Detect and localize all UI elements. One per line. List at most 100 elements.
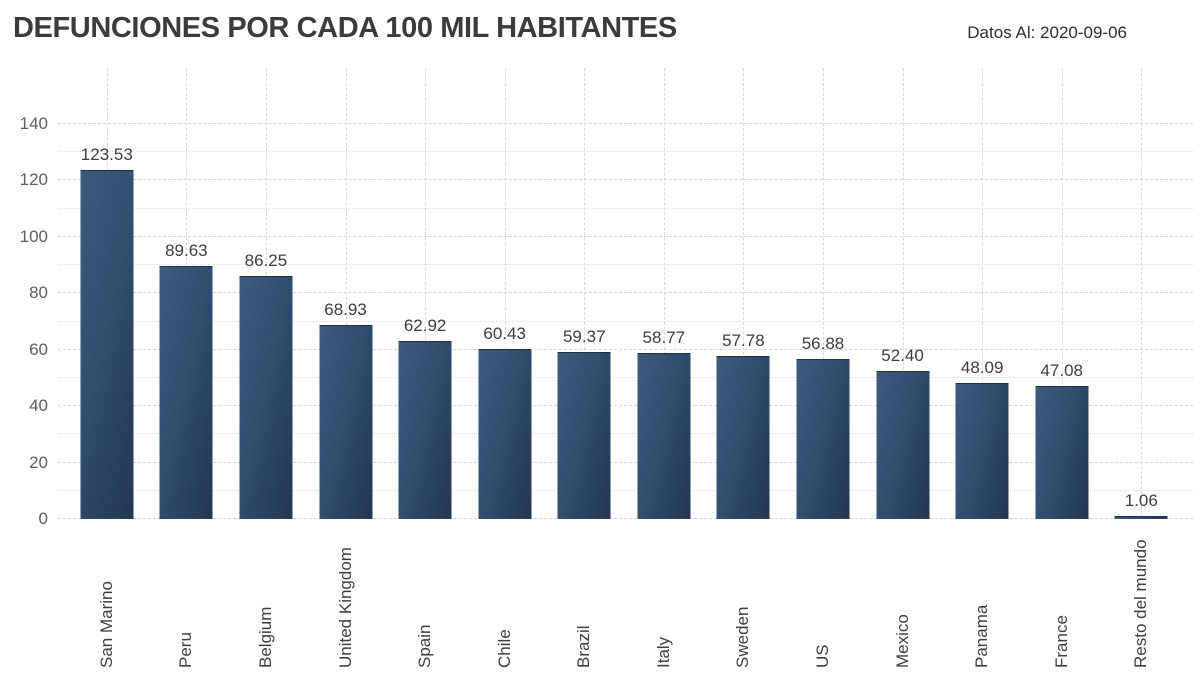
- gridline-horizontal-major: [58, 179, 1193, 181]
- x-axis: San Marino Peru Belgium United Kingdom Spain…: [67, 527, 1181, 668]
- bar-value-label: 62.92: [403, 316, 447, 336]
- x-axis-label-cell: Panama: [942, 527, 1022, 668]
- bar-france[interactable]: [1035, 386, 1089, 519]
- bar-value-label: 89.63: [165, 241, 208, 261]
- bar-column: 47.08: [1022, 68, 1102, 519]
- gridline-horizontal-minor: [58, 207, 1193, 209]
- bar-column: 62.92: [385, 68, 465, 519]
- gridline-horizontal-minor: [58, 433, 1193, 435]
- bar-us[interactable]: [796, 358, 850, 519]
- gridline-horizontal-minor: [58, 320, 1193, 322]
- x-axis-label: Mexico: [892, 614, 912, 668]
- gridline-horizontal-major: [58, 123, 1193, 124]
- bar-value-label: 60.43: [483, 323, 526, 343]
- y-axis-tick-label: 100: [19, 226, 48, 246]
- gridline-vertical: [822, 68, 824, 519]
- x-axis-label: Chile: [494, 629, 514, 668]
- bar-peru[interactable]: [159, 266, 213, 519]
- bar-value-label: 57.78: [722, 330, 765, 350]
- gridline-vertical: [425, 68, 427, 519]
- bar-italy[interactable]: [637, 353, 691, 519]
- y-axis-tick-label: 140: [19, 114, 48, 133]
- gridline-vertical: [345, 68, 347, 519]
- bar-value-label: 59.37: [562, 326, 606, 346]
- gridline-vertical: [1061, 68, 1063, 519]
- x-axis-label: Belgium: [255, 606, 275, 668]
- bar-column: 56.88: [783, 68, 863, 519]
- gridline-vertical: [743, 68, 745, 519]
- y-axis-tick-label: 80: [29, 283, 48, 303]
- x-axis-label-cell: Italy: [624, 527, 704, 668]
- y-axis-tick-label: 120: [19, 170, 48, 190]
- gridline-vertical: [663, 68, 665, 519]
- bar-value-label: 58.77: [642, 328, 686, 348]
- x-axis-label: Peru: [176, 632, 196, 668]
- x-axis-label-cell: Mexico: [863, 527, 943, 668]
- bar-column: 60.43: [465, 68, 545, 519]
- bar-value-label: 48.09: [960, 358, 1004, 378]
- y-axis-tick-label: 0: [38, 509, 48, 528]
- gridline-horizontal-minor: [58, 264, 1193, 266]
- bar-value-label: 86.25: [244, 250, 288, 270]
- x-axis-label-cell: Spain: [385, 527, 465, 668]
- bar-value-label: 56.88: [801, 333, 845, 353]
- gridline-horizontal-minor: [58, 151, 1193, 153]
- x-axis-label: Sweden: [733, 606, 753, 668]
- x-axis-label-cell: US: [783, 527, 863, 668]
- bar-belgium[interactable]: [239, 275, 293, 519]
- x-axis-label-cell: Belgium: [226, 527, 306, 668]
- gridline-horizontal-major: [58, 292, 1193, 294]
- x-axis-label: Panama: [972, 604, 992, 668]
- gridline-horizontal-major: [58, 518, 1193, 519]
- x-axis-label-cell: Peru: [147, 527, 227, 668]
- gridline-horizontal-major: [58, 348, 1193, 350]
- x-axis-label: San Marino: [96, 581, 116, 668]
- bar-mexico[interactable]: [876, 371, 930, 519]
- gridline-vertical: [902, 68, 904, 519]
- gridline-horizontal-minor: [58, 376, 1193, 378]
- gridline-horizontal-minor: [58, 489, 1193, 491]
- bar-brazil[interactable]: [557, 351, 611, 519]
- bar-column: 57.78: [704, 68, 784, 519]
- y-axis-tick-label: 20: [29, 452, 48, 472]
- bar-resto-del-mundo[interactable]: [1114, 516, 1168, 519]
- x-axis-label: Brazil: [574, 625, 594, 668]
- bar-column: 59.37: [544, 68, 624, 519]
- gridline-horizontal-major: [58, 461, 1193, 463]
- bar-chile[interactable]: [478, 348, 532, 519]
- bar-sweden[interactable]: [716, 355, 770, 519]
- bar-san-marino[interactable]: [80, 170, 134, 519]
- gridline-horizontal-major: [58, 235, 1193, 237]
- bar-column: 86.25: [226, 68, 306, 519]
- gridline-vertical: [584, 68, 586, 519]
- bar-spain[interactable]: [398, 341, 452, 519]
- bar-panama[interactable]: [955, 383, 1009, 519]
- gridline-vertical: [1141, 68, 1143, 519]
- x-axis-label-cell: France: [1022, 527, 1102, 668]
- bar-column: 89.63: [147, 68, 227, 519]
- x-axis-label-cell: Chile: [465, 527, 545, 668]
- bar-column: 58.77: [624, 68, 704, 519]
- chart-title: DEFUNCIONES POR CADA 100 MIL HABITANTES: [13, 12, 677, 44]
- x-axis-label-cell: Sweden: [704, 527, 784, 668]
- bar-chart-plot-area: 123.53 89.63 86.25 68.93 62.92 60.43 59.37 58.7…: [67, 68, 1181, 519]
- bar-value-label: 1.06: [1124, 491, 1158, 511]
- bar-column: 68.93: [306, 68, 386, 519]
- y-axis-tick-label: 40: [29, 396, 48, 416]
- bar-value-label: 68.93: [324, 299, 367, 319]
- data-as-of-label: Datos Al: 2020-09-06: [967, 23, 1127, 42]
- bar-column: 48.09: [942, 68, 1022, 519]
- x-axis-label: United Kingdom: [335, 547, 355, 668]
- x-axis-label: US: [812, 644, 832, 668]
- bar-united-kingdom[interactable]: [319, 324, 373, 519]
- x-axis-label-cell: Resto del mundo: [1102, 527, 1182, 668]
- gridline-vertical: [982, 68, 984, 519]
- x-axis-label: Spain: [415, 624, 435, 668]
- x-axis-label: Italy: [653, 636, 673, 668]
- x-axis-label-cell: United Kingdom: [306, 527, 386, 668]
- gridline-layer: [58, 68, 1193, 519]
- bar-value-label: 52.40: [881, 346, 924, 366]
- x-axis-label-cell: San Marino: [67, 527, 147, 668]
- bar-column: 52.40: [863, 68, 943, 519]
